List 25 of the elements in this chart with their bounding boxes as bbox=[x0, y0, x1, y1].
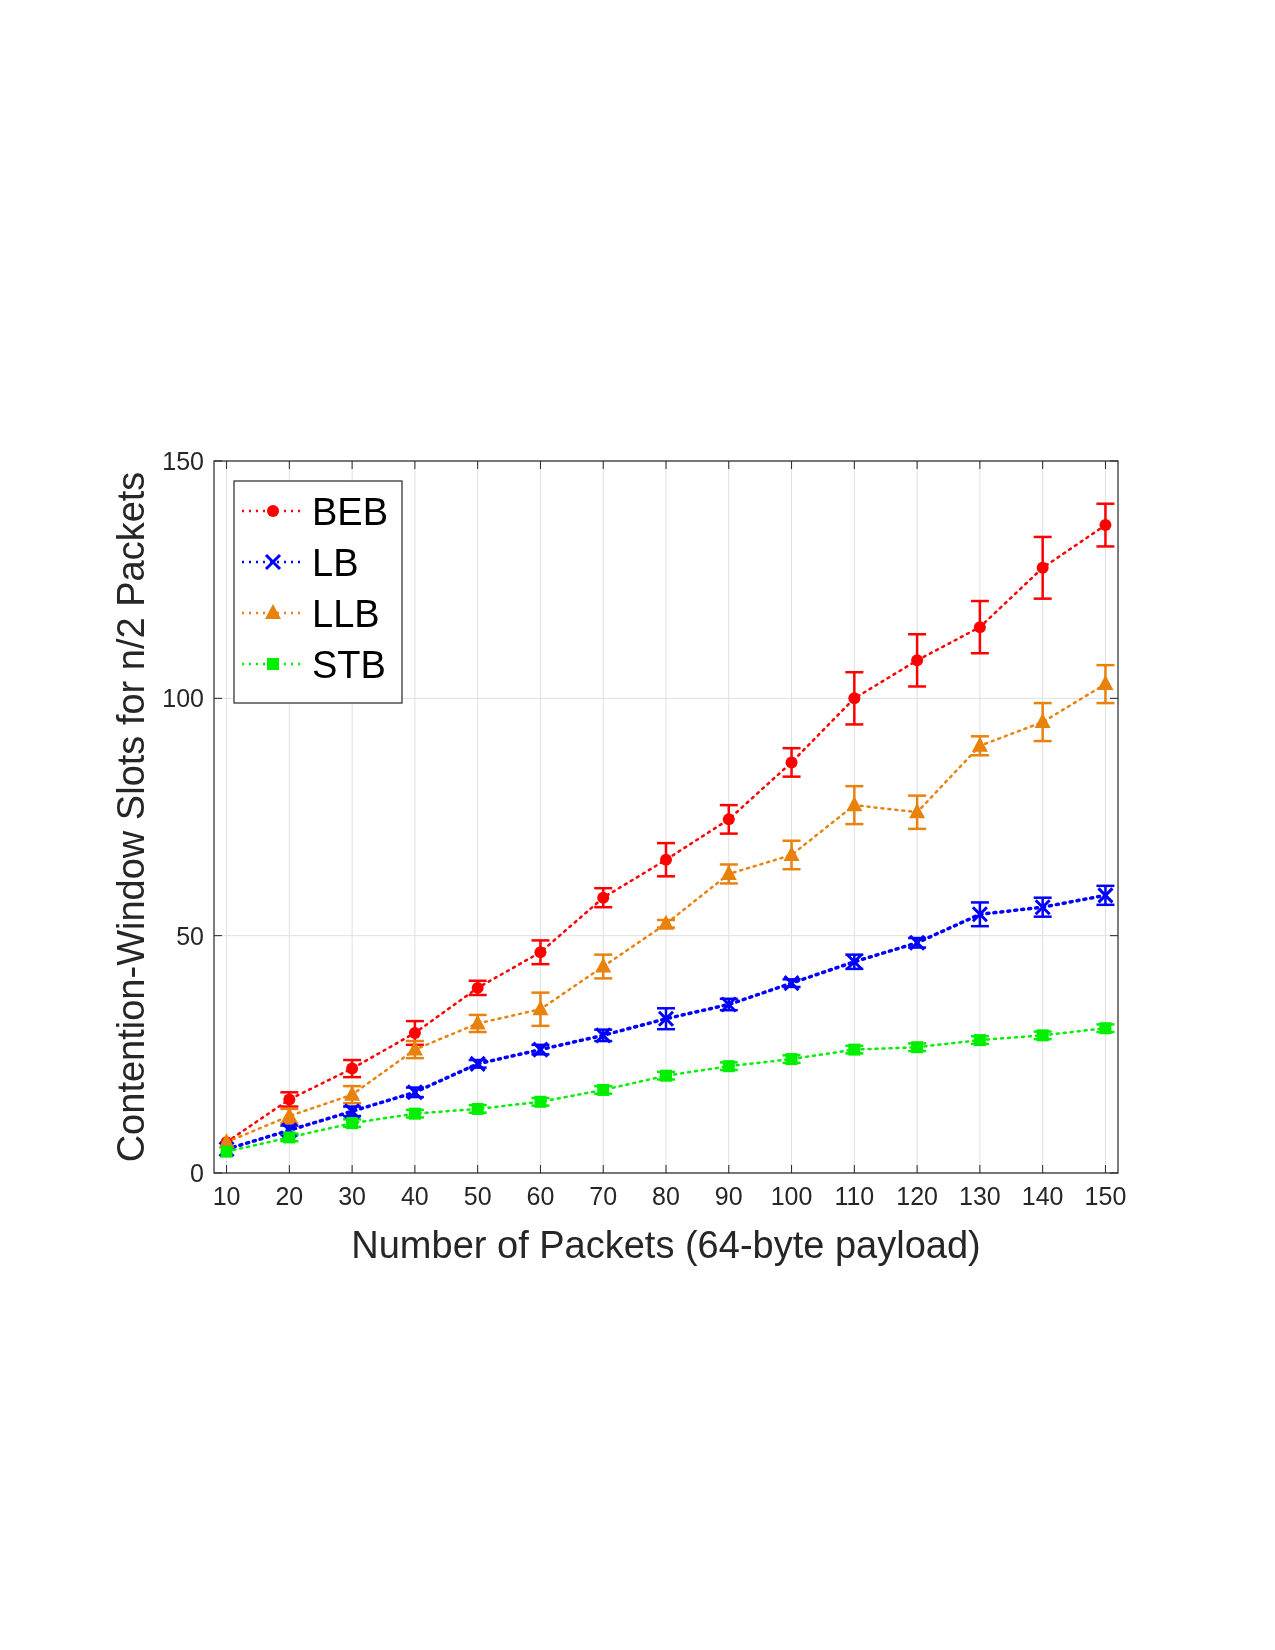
x-tick-label: 20 bbox=[275, 1182, 304, 1210]
x-tick-label: 40 bbox=[400, 1182, 429, 1210]
legend-label: STB bbox=[312, 644, 386, 686]
x-tick-label: 70 bbox=[589, 1182, 618, 1210]
x-tick-label: 90 bbox=[714, 1182, 743, 1210]
x-axis-title: Number of Packets (64-byte payload) bbox=[351, 1224, 981, 1266]
x-tick-label: 30 bbox=[338, 1182, 367, 1210]
x-tick-label: 120 bbox=[896, 1182, 938, 1210]
y-axis-title: Contention-Window Slots for n/2 Packets bbox=[110, 471, 152, 1163]
legend-label: BEB bbox=[312, 491, 389, 533]
x-tick-label: 110 bbox=[834, 1182, 875, 1210]
legend-label: LLB bbox=[312, 593, 380, 635]
x-tick-label: 10 bbox=[212, 1182, 241, 1210]
y-tick-label: 100 bbox=[162, 684, 204, 713]
y-tick-label: 150 bbox=[162, 447, 204, 475]
x-tick-label: 150 bbox=[1084, 1182, 1127, 1210]
x-tick-label: 130 bbox=[959, 1182, 1001, 1210]
x-tick-label: 80 bbox=[652, 1182, 680, 1210]
x-tick-label: 140 bbox=[1021, 1182, 1064, 1210]
x-tick-label: 100 bbox=[770, 1182, 813, 1210]
legend-label: LB bbox=[312, 542, 359, 584]
y-tick-label: 0 bbox=[190, 1159, 204, 1187]
y-tick-label: 50 bbox=[176, 921, 204, 950]
x-tick-label: 60 bbox=[526, 1182, 555, 1210]
x-tick-label: 50 bbox=[463, 1182, 492, 1210]
